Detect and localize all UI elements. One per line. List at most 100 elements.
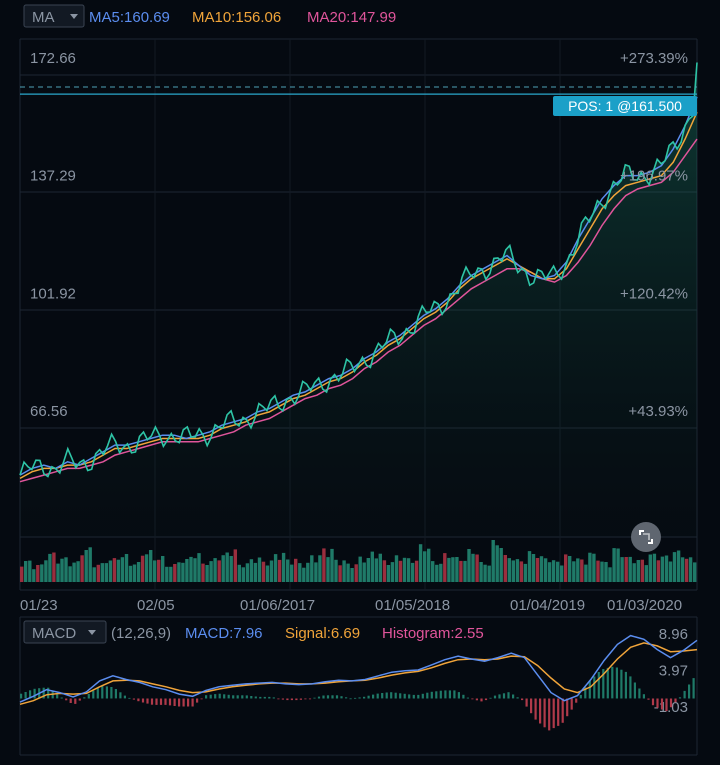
volume-bar [398,560,403,582]
macd-hist-bar [56,694,59,699]
volume-bar [153,560,157,582]
volume-bar [656,560,661,582]
volume-bar [467,549,471,582]
macd-hist-bar [363,696,366,699]
volume-bar [322,548,326,582]
y-tick-label: 137.29 [30,168,76,185]
macd-hist-bar [159,698,163,705]
volume-bar [600,561,604,582]
expand-button[interactable] [631,522,661,552]
volume-bar [620,557,624,582]
volume-bar [531,554,536,582]
macd-hist-bar [502,693,506,699]
macd-hist-bar [78,698,81,701]
volume-bar [28,560,32,582]
volume-bar [36,565,40,582]
macd-hist-bar [299,698,302,700]
volume-bar [390,562,395,582]
macd-hist-bar [426,692,429,699]
macd-hist-bar [92,690,95,699]
volume-bar [326,557,330,582]
y-tick-pct-label: +273.39% [620,50,688,67]
volume-bar [543,558,548,582]
macd-indicator-selector[interactable]: MACD [23,620,107,644]
signal-value: Signal:6.69 [285,625,360,642]
volume-bar [455,557,459,582]
macd-hist-bar [24,692,27,699]
macd-hist-bar [354,697,357,699]
volume-bar [483,564,487,582]
chevron-down-icon [88,630,96,635]
position-badge[interactable]: POS: 1 @161.500 [553,96,697,116]
macd-hist-bar [403,693,406,699]
macd-hist-bar [412,694,415,699]
volume-bar [547,562,552,582]
volume-bar [394,555,399,582]
volume-bar [249,559,254,582]
volume-bar [358,556,362,582]
macd-hist-bar [489,697,492,699]
macd-hist-bar [173,698,176,706]
volume-bar [302,567,306,582]
macd-hist-bar [453,690,456,699]
volume-bar [261,561,266,582]
macd-hist-bar [372,694,375,699]
volume-bar [664,555,669,582]
volume-bar [471,553,475,582]
volume-bar [132,564,137,582]
macd-hist-bar [119,692,122,699]
volume-bar [310,555,314,582]
volume-bar [350,568,354,582]
macd-hist-bar [593,676,596,699]
macd-hist-bar [480,698,483,702]
macd-hist-bar [516,697,519,699]
ma-legend: MA5:160.69 MA10:156.06 MA20:147.99 [89,9,396,26]
volume-bar [672,552,677,582]
volume-bar [572,561,576,582]
macd-hist-bar [656,698,659,708]
macd-hist-bar [525,698,528,707]
macd-axis-label: 8.96 [659,626,688,643]
x-tick-label: 01/04/2019 [510,597,585,614]
volume-bar [684,558,689,582]
macd-hist-bar [277,698,280,700]
macd-hist-bar [561,698,564,723]
volume-bar [265,565,270,582]
volume-bar [221,555,225,582]
volume-bar [56,563,60,582]
ma20-line [19,138,698,483]
volume-bar [193,558,197,582]
volume-bar [64,557,68,582]
price-line [19,62,698,478]
volume-bar [334,559,338,582]
volume-bar [277,559,282,582]
volume-bar [177,562,181,582]
macd-hist-bar [462,694,465,699]
volume-bar [318,555,322,582]
volume-bar [124,554,129,582]
macd-hist-bar [191,698,194,707]
volume-bar [157,559,161,582]
volume-bar [346,563,350,582]
volume-bar [584,564,588,582]
macd-hist-bar [678,697,682,699]
macd-params: (12,26,9) [111,625,171,642]
macd-hist-bar [444,690,447,699]
volume-bar [338,565,342,582]
volume-bar [40,564,44,582]
volume-bar [648,554,652,582]
volume-bar [459,560,463,582]
macd-hist-bar [683,690,686,699]
volume-bar [281,552,286,582]
macd-hist-bar [87,694,90,699]
volume-bar [68,566,72,582]
macd-hist-bar [647,698,650,700]
volume-bar [233,549,237,582]
macd-hist-bar [367,695,370,699]
volume-bar [104,563,108,582]
macd-hist-bar [331,695,334,699]
ma-indicator-selector[interactable]: MA [23,4,85,28]
macd-histogram [20,666,695,731]
macd-hist-bar [570,698,573,710]
